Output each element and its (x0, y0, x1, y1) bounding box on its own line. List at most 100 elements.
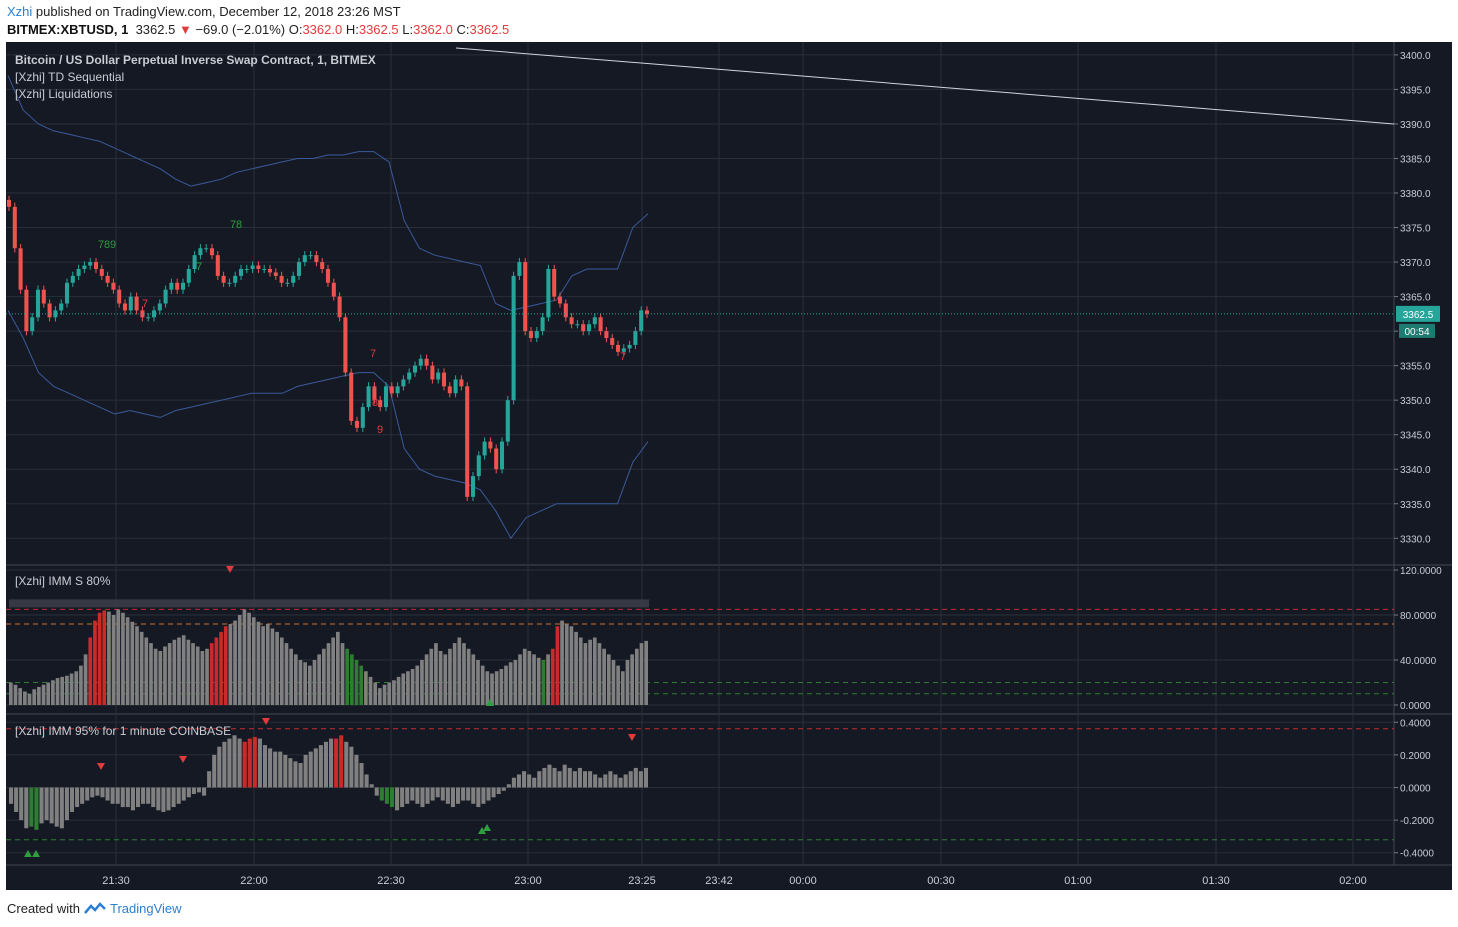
imm-s-bar (378, 688, 382, 705)
imm-s-bar (462, 643, 466, 705)
candle-body (604, 331, 609, 339)
candle-body (615, 344, 621, 352)
imm-95-bar (618, 777, 623, 788)
imm-s-bar (270, 628, 275, 705)
imm-95-bar (29, 787, 34, 827)
price-tick-label: 3350.0 (1400, 396, 1431, 407)
imm-95-bar (130, 787, 135, 811)
imm-s-bar (368, 676, 373, 705)
imm-s-bar (630, 654, 634, 705)
candle-body (320, 262, 325, 269)
candle-body (575, 324, 580, 326)
time-tick-label: 23:42 (705, 875, 733, 887)
imm-s-bar (289, 648, 293, 705)
down-arrow-icon: ▼ (178, 22, 192, 37)
imm-s-bar (508, 662, 513, 705)
imm-s-bar (139, 631, 144, 705)
candle-body (412, 365, 418, 373)
imm-95-bar (547, 764, 552, 788)
candle-body (459, 379, 464, 387)
chart-container[interactable]: 21:30 22:00 22:30 23:00 23:25 23:42 00:00 00:30… (6, 42, 1452, 890)
price-tick-label: 3370.0 (1400, 258, 1431, 269)
imm-s-bar (312, 660, 317, 705)
imm-s-bar (186, 639, 191, 705)
imm-s-bar (111, 615, 116, 705)
candle-body (70, 275, 75, 283)
imm-95-bar (186, 787, 191, 798)
candle-body (598, 317, 603, 332)
signal-up-arrow-icon (24, 850, 32, 857)
td-label-down: 7 (370, 348, 376, 360)
tradingview-brand[interactable]: TradingView (109, 901, 182, 916)
candle-body (302, 255, 307, 263)
td-label-up: 9 (110, 239, 116, 251)
imm-95-bar (247, 738, 252, 788)
candle-body (169, 282, 174, 290)
imm-s-bar (597, 643, 602, 705)
author-link[interactable]: Xzhi (7, 4, 33, 19)
pane2-title[interactable]: [Xzhi] IMM S 80% (15, 574, 111, 588)
imm-s-bar (167, 643, 172, 705)
signal-up-arrow-icon (486, 699, 494, 706)
imm-95-bar (430, 787, 435, 801)
imm-95-bar (364, 774, 369, 788)
imm-95-bar (557, 771, 562, 788)
imm-s-bar (125, 617, 130, 705)
imm-s-bar (37, 687, 41, 705)
imm-s-bar (74, 671, 79, 705)
imm-95-bar (171, 787, 176, 808)
candle-body (424, 358, 429, 366)
candle-body (505, 400, 510, 442)
imm-s-bar (340, 643, 345, 705)
candle-body (157, 303, 162, 311)
price-change: −69.0 (−2.01%) (195, 22, 286, 37)
imm-s-bar (195, 646, 200, 705)
imm-95-bar (532, 777, 537, 788)
imm-s-bar (219, 631, 223, 705)
pane3-title[interactable]: [Xzhi] IMM 95% for 1 minute COINBASE (15, 724, 232, 738)
imm-s-bar (41, 684, 46, 705)
signal-up-arrow-icon (32, 850, 40, 857)
candle-body (349, 372, 354, 421)
high-value: 3362.5 (358, 22, 399, 37)
imm-s-bar (396, 676, 401, 705)
imm-s-bar (27, 693, 32, 705)
imm-s-bar (466, 648, 471, 705)
imm-95-bar (293, 761, 298, 788)
candle-body (314, 255, 319, 263)
candle-body (146, 317, 151, 319)
study-liquidations[interactable]: [Xzhi] Liquidations (15, 87, 113, 101)
imm-s-bar (149, 643, 153, 705)
candle-body (528, 331, 534, 339)
td-label-up: 8 (104, 239, 110, 251)
imm-s-bar (434, 643, 438, 705)
candle-body (163, 289, 168, 304)
upper-band-line (7, 75, 649, 311)
lower-band-line (7, 310, 649, 540)
imm-s-bar (317, 654, 321, 705)
candle-body (581, 324, 586, 332)
imm-95-bar (435, 787, 440, 798)
candle-body (441, 372, 447, 387)
study-td-sequential[interactable]: [Xzhi] TD Sequential (15, 70, 125, 84)
imm-95-bar (9, 787, 14, 804)
imm-95-bar (69, 787, 75, 812)
candle-body (204, 248, 209, 250)
symbol-info: BITMEX:XBTUSD, 1 3362.5 ▼ −69.0 (−2.01%)… (7, 22, 509, 37)
candle-body (250, 265, 255, 269)
imm-95-bar (217, 746, 222, 788)
chart-canvas[interactable]: 21:30 22:00 22:30 23:00 23:25 23:42 00:00 00:30… (6, 42, 1452, 890)
imm-95-bar (527, 774, 532, 788)
candle-body (244, 268, 249, 270)
last-price-badge (1396, 305, 1440, 322)
imm-s-bar (639, 643, 644, 705)
imm-95-bar (44, 787, 49, 821)
imm-s-bar (79, 665, 83, 705)
imm-95-bar (420, 787, 425, 808)
candle-body (366, 386, 371, 408)
imm-s-bar (251, 617, 256, 705)
open-label: O: (288, 22, 303, 37)
imm-95-bar (252, 736, 257, 788)
td-label-up: 7 (196, 261, 202, 273)
imm-95-bar (491, 787, 496, 798)
